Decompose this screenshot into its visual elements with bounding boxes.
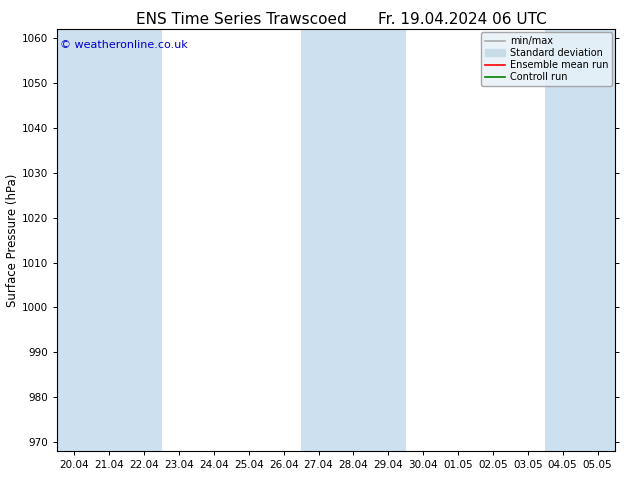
Bar [545, 29, 615, 451]
Bar [57, 29, 162, 451]
Legend: min/max, Standard deviation, Ensemble mean run, Controll run: min/max, Standard deviation, Ensemble me… [481, 32, 612, 86]
Text: ENS Time Series Trawscoed: ENS Time Series Trawscoed [136, 12, 346, 27]
Text: Fr. 19.04.2024 06 UTC: Fr. 19.04.2024 06 UTC [378, 12, 547, 27]
Text: © weatheronline.co.uk: © weatheronline.co.uk [60, 40, 188, 50]
Bar [301, 29, 406, 451]
Y-axis label: Surface Pressure (hPa): Surface Pressure (hPa) [6, 173, 19, 307]
